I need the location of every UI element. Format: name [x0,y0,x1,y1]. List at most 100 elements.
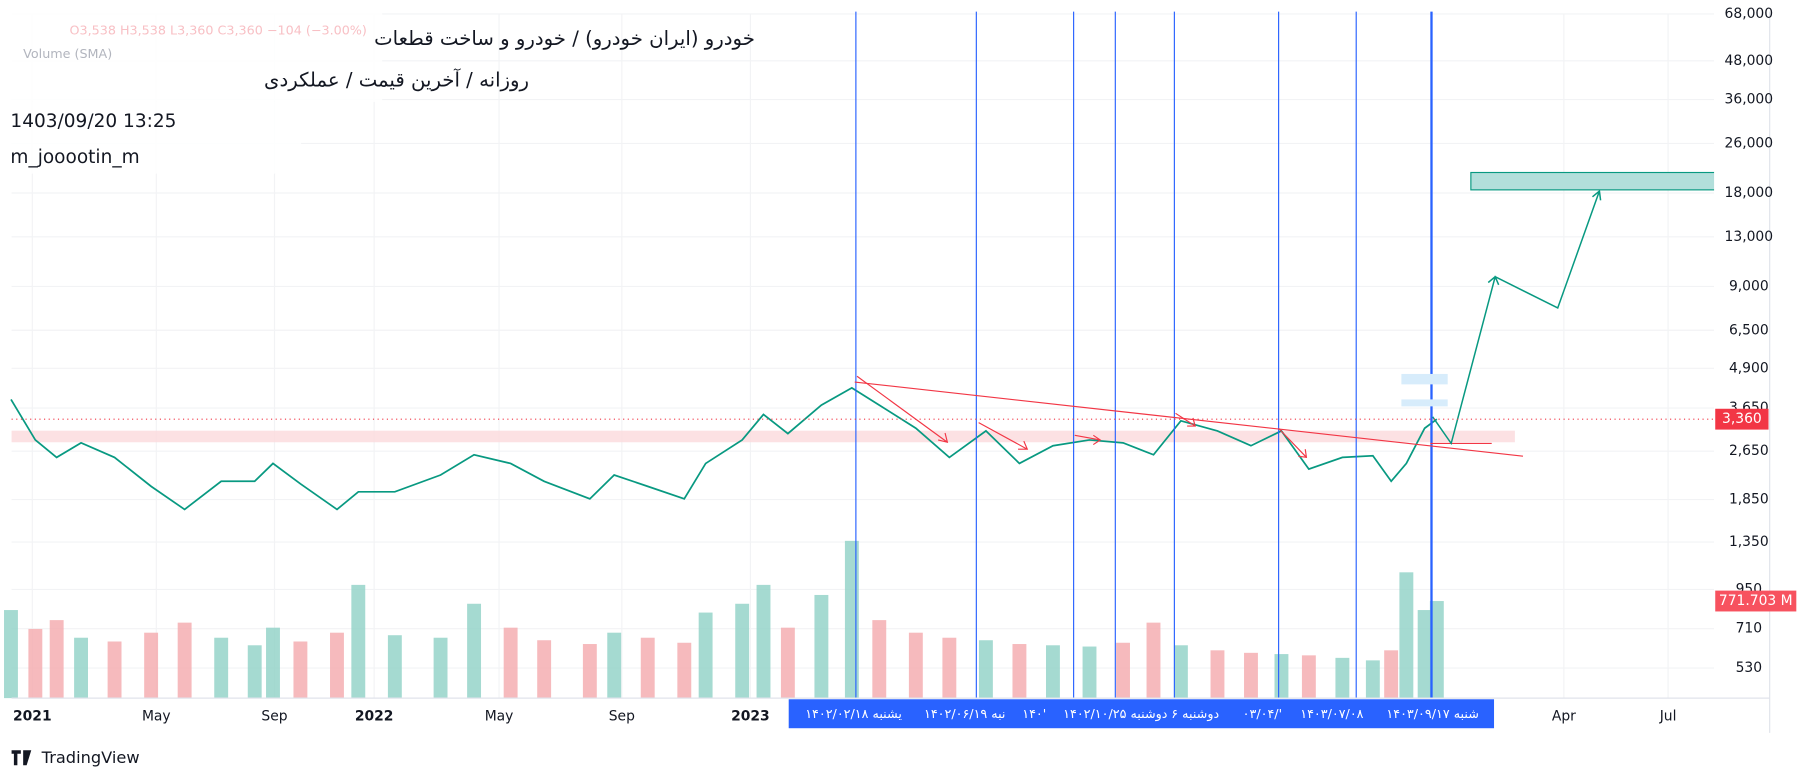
legend-panel [0,0,383,102]
volume-bar [1365,660,1380,699]
volume-bar [908,632,923,699]
time-lines [855,11,1433,699]
x-tick-label: Jul [1659,709,1677,725]
volume-bar [177,622,192,699]
support-zone [11,430,1515,443]
volume-bar [537,640,552,699]
time-marker-label: ۰۳/۰۴/' [1243,707,1282,722]
ohlc-legend: O3,538 H3,538 L3,360 C3,360 −104 (−3.00%… [69,24,366,39]
volume-bar [844,540,859,699]
volume-bar [1146,622,1161,699]
axes: 68,000 48,000 36,000 26,000 18,000 13,000 9,00… [13,6,1797,725]
volume-bar [1274,654,1289,699]
volume-bar [433,637,448,699]
drawings [854,11,1816,699]
volume-bar [467,603,482,699]
y-tick-label: 68,000 [1725,6,1774,22]
volume-bar [1012,644,1027,699]
x-tick-label: 2021 [13,709,52,725]
volume-bar [640,637,655,699]
chart-title: خودرو (ایران خودرو) / خودرو و ساخت قطعات [374,27,755,50]
volume-bar [293,641,308,699]
volume-bar [387,635,402,699]
volume-bar [756,584,771,699]
volume-bar [247,645,262,699]
volume-bar [1335,657,1350,699]
y-tick-label: 1,350 [1729,534,1769,550]
volume-bar [1384,650,1399,699]
volume-bar [4,610,18,699]
projection-path [1432,189,1602,446]
time-marker-label: دوشنبه ۶ [1171,707,1219,722]
volume-bar [814,594,829,699]
y-tick-label: 530 [1736,660,1762,676]
zone [1401,373,1448,385]
y-tick-label: 1,850 [1729,492,1769,508]
arrow [978,422,1029,450]
time-marker-label: ۱۴۰۲/۰۶/۱۹ نبه [924,707,1005,722]
zone [1401,399,1448,407]
volume-bar [330,632,344,699]
volume-bar [49,620,64,699]
y-tick-label: 2,650 [1729,443,1769,459]
author-label: m_jooootin_m [10,147,139,168]
arrow [1175,412,1196,427]
last-price-box [1715,408,1769,430]
volume-bar [28,628,43,699]
time-marker-label: ۱۴۰۲/۱۰/۲۵ دوشنبه [1063,707,1167,722]
volume-bar [1116,642,1130,699]
x-tick-label: Apr [1552,709,1576,725]
time-marker-label: ۱۴۰' [1022,707,1046,722]
time-marker-label: ۱۴۰۲/۰۲/۱۸ یشنبه [805,707,902,722]
price-axis-bg [1714,0,1816,699]
time-marker-bar [788,699,1495,729]
y-tick-label: 18,000 [1725,185,1774,201]
last-volume-box [1715,590,1797,612]
y-tick-label: 710 [1736,621,1762,637]
y-tick-label: 26,000 [1725,135,1774,151]
volume-bar [1301,655,1316,699]
arrow [856,375,949,444]
volume-bar [1429,601,1444,699]
volume-bar [942,637,957,699]
brand: TradingView [41,748,140,767]
volume-bar [266,627,280,699]
time-marker-label: ۱۴۰۳/۰۹/۱۷ شنبه [1386,707,1478,722]
volume-bar [698,612,713,699]
x-tick-label: 2023 [731,709,770,725]
volume-bar [107,641,122,699]
volume-bar [735,603,750,699]
volume-bar [582,644,597,699]
y-tick-label: 48,000 [1725,53,1774,69]
volume-bar [1417,610,1432,699]
volume-legend: Volume (SMA) [23,47,112,62]
date-label: 1403/09/20 13:25 [10,111,176,132]
price-series [10,386,1438,511]
volume-bar [1399,572,1414,699]
legend-panel [0,101,302,174]
volume-bar [503,627,518,699]
volume-bar [214,637,229,699]
brand-logo [11,750,32,766]
volume-bar [1082,646,1097,699]
volume-bar [677,642,692,699]
y-tick-label: 13,000 [1725,229,1774,245]
chart-subtitle: روزانه / آخرین قیمت / عملکردی [264,68,529,92]
volume-bar [351,584,366,699]
x-tick-label: Sep [609,709,635,725]
x-tick-label: May [142,709,171,725]
price-line [10,386,1438,511]
y-tick-label: 9,000 [1729,278,1769,294]
time-marker-label: ۱۴۰۳/۰۷/۰۸ [1300,707,1363,722]
arrow [1074,434,1102,446]
arrow [1278,427,1308,458]
volume-bar [978,640,993,699]
last-volume-label: 771.703 M [1719,593,1793,609]
volume-bar [780,627,795,699]
y-tick-label: 6,500 [1729,322,1769,338]
x-tick-label: 2022 [355,709,394,725]
x-tick-label: Sep [261,709,287,725]
volume-bar [74,637,88,699]
